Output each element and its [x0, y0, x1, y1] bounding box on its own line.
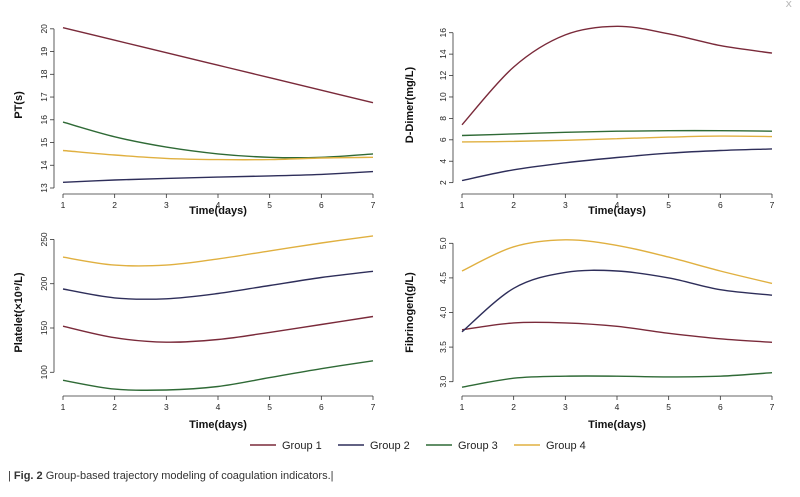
panel-2-y-tick-label: 14 [438, 49, 448, 59]
panel-4-series-group-3 [461, 372, 773, 388]
panel-2-x-tick-label: 1 [460, 200, 465, 210]
panel-2-y-tick-label: 8 [438, 116, 448, 121]
panel-1-y-axis-title: PT(s) [13, 91, 25, 119]
figure-caption: | Fig. 2 Group-based trajectory modeling… [8, 470, 334, 482]
legend-label-group-3: Group 3 [458, 440, 498, 452]
panel-3-x-tick-label: 2 [112, 402, 117, 412]
panel-1-y-tick-label: 18 [39, 69, 49, 79]
panel-3-y-axis-title: Platelet(×10⁹/L) [13, 272, 25, 352]
panel-3-y-tick-label: 200 [39, 276, 49, 290]
panel-1-x-tick-label: 3 [164, 200, 169, 210]
panel-1-series-group-3 [62, 121, 374, 159]
panel-1-x-tick-label: 7 [371, 200, 376, 210]
caption-text: Group-based trajectory modeling of coagu… [42, 470, 334, 482]
panel-2-x-tick-label: 3 [563, 200, 568, 210]
panel-3-x-axis-title: Time(days) [189, 419, 247, 431]
panel-2-series-group-2 [461, 148, 773, 182]
panel-3-x-tick-label: 7 [371, 402, 376, 412]
panel-4-series-group-4 [461, 239, 773, 285]
panel-4-y-tick-label: 4.5 [438, 272, 448, 284]
panel-1-y-tick-label: 13 [39, 183, 49, 193]
panel-3-x-tick-label: 6 [319, 402, 324, 412]
legend-label-group-2: Group 2 [370, 440, 410, 452]
panel-1-series-group-1 [62, 27, 374, 104]
caption-fig-number: Fig. 2 [13, 470, 43, 482]
panel-2-y-axis-title: D-Dimer(mg/L) [404, 66, 416, 143]
panel-2-x-tick-label: 7 [770, 200, 775, 210]
panel-2-x-axis-title: Time(days) [588, 205, 646, 217]
panel-4-y-tick-label: 3.0 [438, 376, 448, 388]
panel-3-series-group-1 [62, 315, 374, 343]
close-icon[interactable]: x [785, 0, 792, 10]
panel-4-x-tick-label: 6 [718, 402, 723, 412]
panel-3-series-group-3 [62, 360, 374, 392]
panel-1-series-group-2 [62, 170, 374, 183]
panel-1-y-tick-label: 20 [39, 24, 49, 34]
panel-4-x-tick-label: 5 [666, 402, 671, 412]
panel-2-x-tick-label: 2 [511, 200, 516, 210]
panel-4-x-tick-label: 2 [511, 402, 516, 412]
panel-2-y-tick-label: 16 [438, 28, 448, 38]
panel-2-y-tick-label: 12 [438, 71, 448, 81]
panel-3-y-tick-label: 150 [39, 321, 49, 335]
panel-1-y-tick-label: 15 [39, 138, 49, 148]
panel-4-y-axis-title: Fibrinogen(g/L) [404, 272, 416, 353]
legend-label-group-1: Group 1 [282, 440, 322, 452]
panel-1-x-tick-label: 1 [61, 200, 66, 210]
panel-4-x-tick-label: 7 [770, 402, 775, 412]
panel-2-y-tick-label: 4 [438, 159, 448, 164]
panel-2-x-tick-label: 5 [666, 200, 671, 210]
legend-label-group-4: Group 4 [546, 440, 586, 452]
panel-1-x-tick-label: 5 [267, 200, 272, 210]
caption-prefix: | [8, 470, 14, 482]
panel-2-y-tick-label: 6 [438, 137, 448, 142]
panel-3-series-group-2 [62, 270, 374, 300]
panel-3-series-group-4 [62, 235, 374, 267]
panel-4-x-tick-label: 1 [460, 402, 465, 412]
panel-2-series-group-4 [461, 135, 773, 143]
panel-1-y-tick-label: 19 [39, 47, 49, 57]
panel-1-x-axis-title: Time(days) [189, 205, 247, 217]
panel-3-x-tick-label: 3 [164, 402, 169, 412]
panel-4-series-group-1 [461, 321, 773, 343]
panel-2-y-tick-label: 2 [438, 180, 448, 185]
panel-4-series-group-2 [461, 269, 773, 333]
panel-1-x-tick-label: 2 [112, 200, 117, 210]
panel-3-x-tick-label: 4 [216, 402, 221, 412]
panel-4-y-tick-label: 3.5 [438, 341, 448, 353]
panel-4-x-tick-label: 4 [615, 402, 620, 412]
panel-1-y-tick-label: 14 [39, 160, 49, 170]
panel-4-x-axis-title: Time(days) [588, 419, 646, 431]
panel-1-series-group-4 [62, 149, 374, 161]
panel-1-x-tick-label: 4 [216, 200, 221, 210]
panel-4-x-tick-label: 3 [563, 402, 568, 412]
panel-1-y-tick-label: 17 [39, 92, 49, 102]
panel-2-series-group-3 [461, 129, 773, 137]
panel-2-y-tick-label: 10 [438, 92, 448, 102]
panel-2-x-tick-label: 6 [718, 200, 723, 210]
panel-1-x-tick-label: 6 [319, 200, 324, 210]
panel-2-x-tick-label: 4 [615, 200, 620, 210]
panel-3-y-tick-label: 100 [39, 365, 49, 379]
panel-4-y-tick-label: 4.0 [438, 306, 448, 318]
panel-3-x-tick-label: 5 [267, 402, 272, 412]
panel-2-series-group-1 [461, 25, 773, 126]
panel-3-y-tick-label: 250 [39, 232, 49, 246]
panel-1-y-tick-label: 16 [39, 115, 49, 125]
panel-3-x-tick-label: 1 [61, 402, 66, 412]
panel-4-y-tick-label: 5.0 [438, 237, 448, 249]
